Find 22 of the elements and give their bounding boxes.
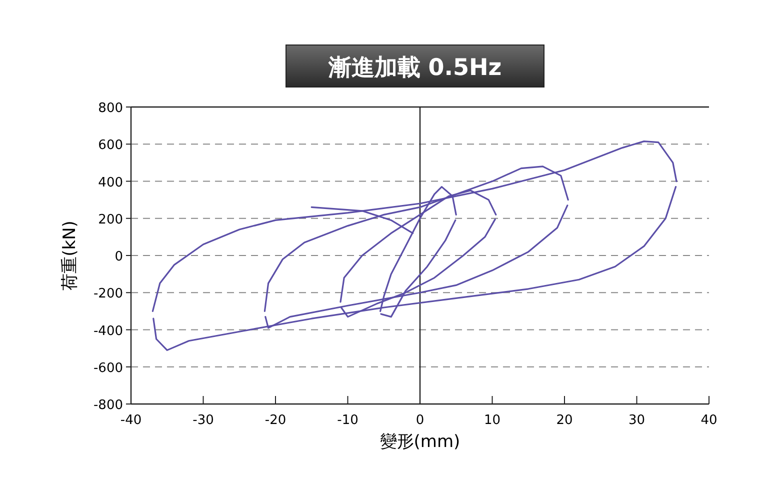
x-tick-label: 20 <box>556 413 573 428</box>
y-tick-label: -200 <box>93 286 123 302</box>
y-axis-title: 荷重(kN) <box>60 220 80 290</box>
x-tick-label: 30 <box>628 413 646 428</box>
x-tick-label: -40 <box>120 413 142 428</box>
y-tick-label: 600 <box>98 138 123 154</box>
y-tick-label: -600 <box>93 360 123 376</box>
y-tick-label: -400 <box>93 324 123 339</box>
y-tick-label: 800 <box>98 101 123 116</box>
x-tick-label: 10 <box>484 413 501 428</box>
x-tick-label: 0 <box>416 413 424 428</box>
y-tick-label: 0 <box>114 250 123 264</box>
x-tick-label: -10 <box>337 413 358 428</box>
x-axis-title: 變形(mm) <box>380 432 460 452</box>
x-tick-label: 40 <box>700 413 718 428</box>
y-tick-label: -800 <box>93 398 123 413</box>
x-tick-label: -20 <box>264 413 286 428</box>
title: 漸進加載 0.5Hz <box>286 44 544 88</box>
y-tick-label: 400 <box>98 175 123 190</box>
chart-title: 漸進加載 0.5Hz <box>327 55 502 81</box>
x-tick-label: -30 <box>192 413 214 428</box>
y-tick-label: 200 <box>98 212 123 228</box>
